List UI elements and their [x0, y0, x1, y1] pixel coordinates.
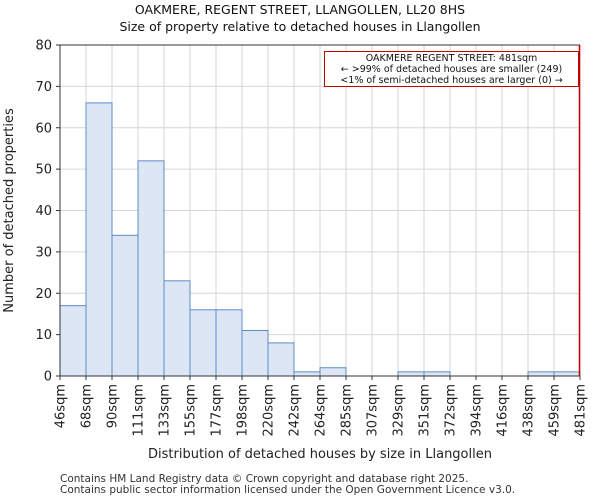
y-tick-label: 30	[35, 245, 52, 260]
histogram-bar	[111, 234, 139, 377]
x-tick-label: 46sqm	[54, 384, 69, 428]
footer-licence: Contains public sector information licen…	[60, 484, 516, 496]
histogram-bar	[137, 160, 165, 377]
y-tick-label: 80	[35, 39, 52, 54]
x-tick-label: 198sqm	[236, 384, 251, 437]
histogram-bar	[553, 371, 581, 377]
histogram-bar	[423, 371, 451, 377]
x-tick-label: 111sqm	[132, 384, 147, 437]
x-tick-label: 285sqm	[340, 384, 355, 437]
x-tick-label: 329sqm	[392, 384, 407, 437]
chart-subtitle: Size of property relative to detached ho…	[119, 19, 481, 34]
histogram-bar	[397, 371, 425, 377]
x-tick-label: 68sqm	[80, 384, 95, 428]
histogram-bar	[527, 371, 555, 377]
histogram-bar	[293, 371, 321, 377]
histogram-bar	[189, 309, 217, 377]
x-tick-label: 372sqm	[444, 384, 459, 437]
property-annotation-box: OAKMERE REGENT STREET: 481sqm ← >99% of …	[324, 51, 579, 87]
x-tick-label: 307sqm	[366, 384, 381, 437]
y-tick-label: 0	[44, 370, 52, 385]
y-tick-label: 10	[35, 328, 52, 343]
y-axis-label: Number of detached properties	[2, 108, 17, 313]
y-tick-label: 50	[35, 163, 52, 178]
histogram-bar	[267, 342, 295, 377]
x-tick-label: 438sqm	[522, 384, 537, 437]
x-tick-label: 133sqm	[158, 384, 173, 437]
x-tick-label: 394sqm	[470, 384, 485, 437]
annotation-line-1: OAKMERE REGENT STREET: 481sqm	[365, 53, 538, 64]
x-axis-label: Distribution of detached houses by size …	[148, 447, 492, 462]
y-tick-label: 20	[35, 287, 52, 302]
y-tick-label: 60	[35, 121, 52, 136]
chart-title: OAKMERE, REGENT STREET, LLANGOLLEN, LL20…	[134, 2, 466, 17]
x-tick-label: 177sqm	[210, 384, 225, 437]
histogram-bar	[163, 280, 191, 377]
annotation-line-2: ← >99% of detached houses are smaller (2…	[340, 64, 563, 75]
x-tick-label: 459sqm	[548, 384, 563, 437]
x-tick-label: 242sqm	[288, 384, 303, 437]
histogram-bar	[241, 329, 269, 377]
x-tick-label: 155sqm	[184, 384, 199, 437]
histogram-bar	[85, 102, 113, 377]
y-tick-label: 70	[35, 80, 52, 95]
x-tick-label: 90sqm	[106, 384, 121, 428]
x-tick-label: 220sqm	[262, 384, 277, 437]
footer-copyright: Contains HM Land Registry data © Crown c…	[60, 473, 469, 485]
annotation-line-3: <1% of semi-detached houses are larger (…	[340, 75, 563, 86]
histogram-bar	[319, 367, 347, 377]
x-tick-label: 416sqm	[496, 384, 511, 437]
x-tick-label: 481sqm	[574, 384, 589, 437]
histogram-bar	[59, 305, 87, 377]
x-tick-label: 351sqm	[418, 384, 433, 437]
y-tick-label: 40	[35, 204, 52, 219]
histogram-bar	[215, 309, 243, 377]
x-tick-label: 264sqm	[314, 384, 329, 437]
